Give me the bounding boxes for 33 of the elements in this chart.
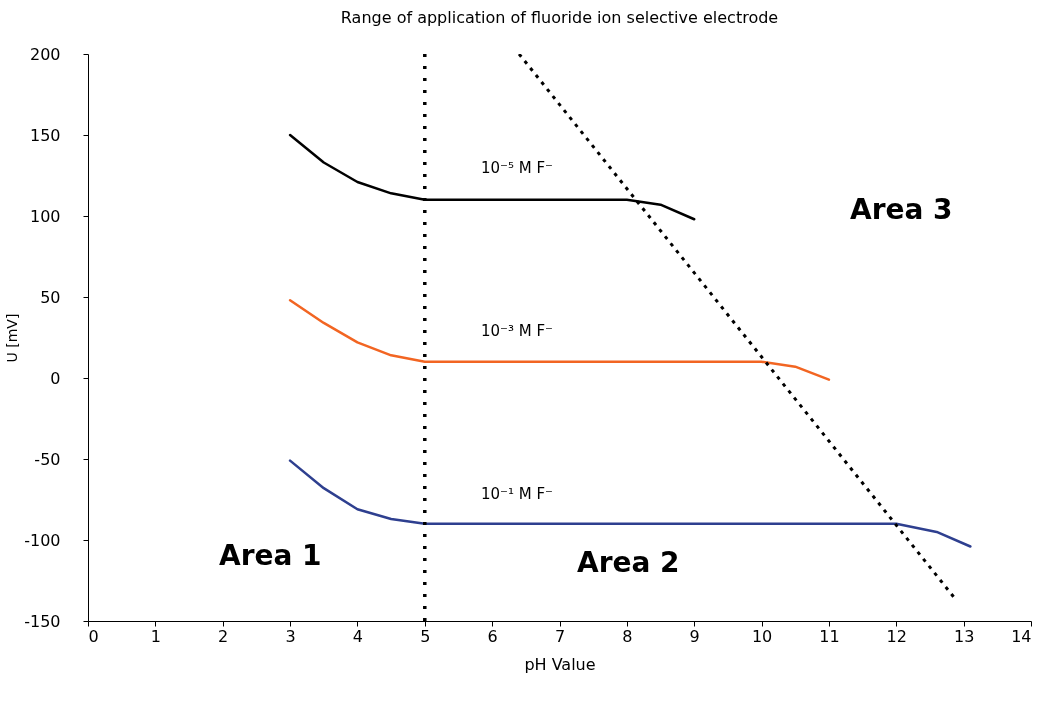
x-axis-title: pH Value — [524, 654, 596, 674]
x-tick-label: 7 — [554, 626, 566, 646]
annotation: Area 3 — [850, 193, 953, 226]
x-tick-label: 1 — [150, 626, 161, 646]
y-axis-title: U [mV] — [4, 313, 21, 363]
y-tick-label: 100 — [29, 206, 61, 226]
x-tick-label: 2 — [218, 626, 229, 646]
x-tick-label: 5 — [420, 626, 431, 646]
x-tick-label: 11 — [819, 626, 840, 646]
x-tick-label: 10 — [751, 626, 773, 646]
line-series — [288, 298, 831, 381]
chart-title: Range of application of fluoride ion selective electrode — [340, 8, 779, 27]
x-tick-label: 12 — [886, 626, 907, 646]
y-tick-label: 0 — [50, 368, 61, 388]
x-tick-label: 9 — [689, 626, 700, 646]
y-tick-label: -100 — [24, 530, 61, 550]
x-tick-label: 6 — [487, 626, 498, 646]
y-tick-label: 200 — [29, 44, 61, 64]
y-tick-label: -150 — [24, 611, 61, 631]
x-tick-label: 3 — [285, 626, 296, 646]
x-tick-label: 14 — [1011, 626, 1032, 646]
y-tick-label: 150 — [29, 125, 61, 145]
y-tick-label: -50 — [34, 449, 61, 469]
x-tick-label: 0 — [88, 626, 99, 646]
annotation: Area 1 — [219, 539, 322, 572]
x-tick-label: 4 — [352, 626, 364, 646]
annotation: 10⁻¹ M F⁻ — [481, 485, 554, 503]
annotation: 10⁻³ M F⁻ — [481, 322, 554, 340]
x-tick-label: 13 — [953, 626, 975, 646]
annotation: 10⁻⁵ M F⁻ — [481, 159, 554, 177]
annotation: Area 2 — [577, 546, 680, 579]
y-tick-label: 50 — [40, 287, 61, 307]
x-tick-label: 8 — [622, 626, 633, 646]
